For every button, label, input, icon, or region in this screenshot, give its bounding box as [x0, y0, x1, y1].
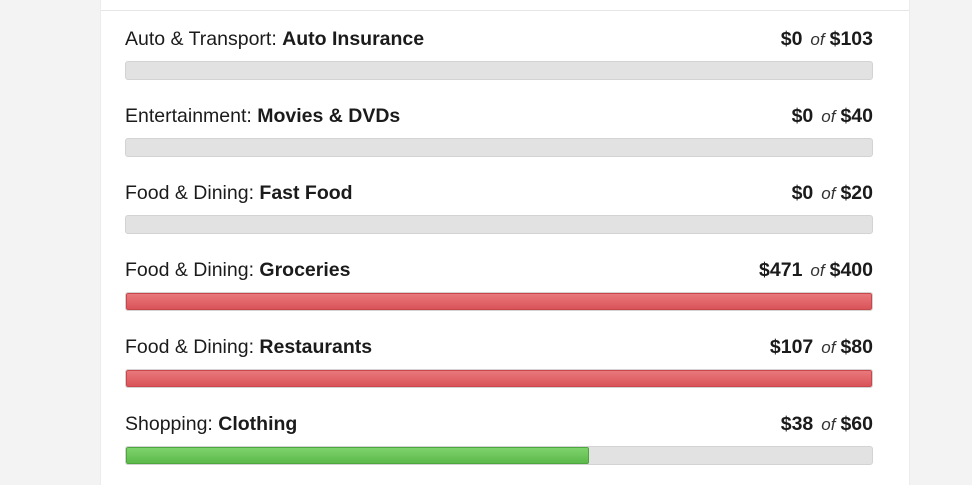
budget-amount: $0 of $103	[780, 27, 873, 50]
spent-amount: $107	[769, 335, 814, 358]
budget-subcategory: Groceries	[259, 258, 351, 281]
budget-amount: $471 of $400	[759, 258, 873, 281]
budget-amount: $107 of $80	[769, 335, 873, 358]
budget-row-clothing[interactable]: Shopping: Clothing $38 of $60	[125, 412, 873, 468]
spent-amount: $38	[780, 412, 814, 435]
budget-row-restaurants[interactable]: Food & Dining: Restaurants $107 of $80	[125, 335, 873, 391]
limit-amount: $60	[840, 412, 873, 435]
budget-category: Shopping: Clothing	[125, 412, 298, 435]
budget-subcategory: Restaurants	[259, 335, 373, 358]
progress-bar	[125, 369, 873, 388]
budget-category: Food & Dining: Fast Food	[125, 181, 353, 204]
limit-amount: $80	[840, 335, 873, 358]
progress-bar	[125, 138, 873, 157]
spent-amount: $471	[759, 258, 803, 281]
budget-category: Auto & Transport: Auto Insurance	[125, 27, 425, 50]
spent-amount: $0	[780, 27, 803, 50]
budget-subcategory: Movies & DVDs	[257, 104, 401, 127]
limit-amount: $400	[829, 258, 873, 281]
progress-fill	[126, 370, 872, 387]
progress-bar	[125, 446, 873, 465]
budget-row-movies-dvds[interactable]: Entertainment: Movies & DVDs $0 of $40	[125, 104, 873, 160]
budget-subcategory: Auto Insurance	[282, 27, 425, 50]
budget-category: Food & Dining: Groceries	[125, 258, 351, 281]
budget-row-auto-insurance[interactable]: Auto & Transport: Auto Insurance $0 of $10…	[125, 27, 873, 83]
budget-amount: $38 of $60	[780, 412, 873, 435]
limit-amount: $103	[829, 27, 873, 50]
budget-amount: $0 of $40	[791, 104, 873, 127]
progress-bar	[125, 61, 873, 80]
budget-row-fast-food[interactable]: Food & Dining: Fast Food $0 of $20	[125, 181, 873, 237]
budget-subcategory: Fast Food	[259, 181, 353, 204]
limit-amount: $20	[840, 181, 873, 204]
progress-bar	[125, 292, 873, 311]
budget-panel: Auto & Transport: Auto Insurance $0 of $10…	[100, 0, 910, 485]
budget-category: Food & Dining: Restaurants	[125, 335, 373, 358]
budget-subcategory: Clothing	[218, 412, 298, 435]
spent-amount: $0	[791, 104, 814, 127]
budget-category: Entertainment: Movies & DVDs	[125, 104, 401, 127]
limit-amount: $40	[840, 104, 873, 127]
divider	[101, 10, 909, 11]
budget-amount: $0 of $20	[791, 181, 873, 204]
progress-bar	[125, 215, 873, 234]
progress-fill	[126, 293, 872, 310]
spent-amount: $0	[791, 181, 814, 204]
budget-row-groceries[interactable]: Food & Dining: Groceries $471 of $400	[125, 258, 873, 314]
progress-fill	[126, 447, 589, 464]
